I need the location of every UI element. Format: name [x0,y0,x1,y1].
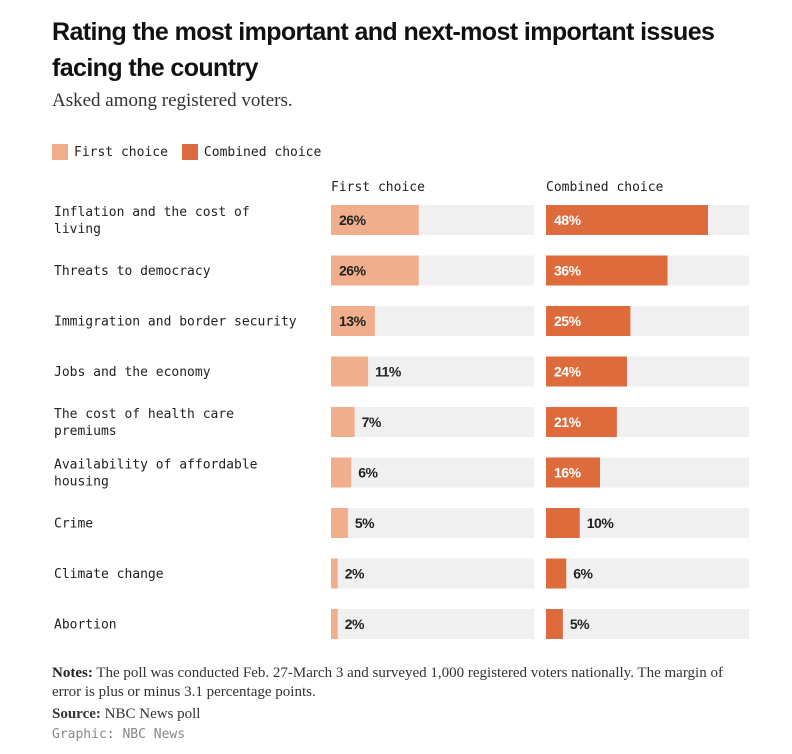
category-label: The cost of health care premiums [54,407,234,439]
bar-first [331,558,338,589]
legend-swatch-combined [181,144,198,160]
bar-track-combined [546,609,749,639]
data-label-combined: 36% [554,263,582,279]
bar-combined [546,457,600,488]
bar-first [331,457,352,488]
data-label-combined: 24% [554,364,582,380]
bar-track-combined [546,558,749,589]
data-label-first: 2% [345,566,365,582]
bar-first [331,407,355,437]
source-label: Source: [52,706,101,722]
category-label: Inflation and the cost of living [54,205,250,237]
data-label-first: 6% [358,465,378,481]
bar-combined [546,407,617,437]
category-label: Crime [54,517,93,532]
bar-track-combined [546,508,749,538]
legend-item-combined: Combined choice [181,144,322,160]
bar-combined [546,255,668,286]
bar-combined [546,205,708,235]
bar-combined [546,356,627,387]
category-label: Climate change [54,567,164,582]
data-label-combined: 48% [554,212,582,228]
bar-combined [546,306,631,336]
data-label-combined: 10% [587,515,615,531]
notes-text: The poll was conducted Feb. 27-March 3 a… [52,665,723,700]
category-label: Immigration and border security [54,315,297,330]
legend-item-first: First choice [52,144,168,160]
data-label-first: 11% [375,364,402,380]
source: Source: NBC News poll [52,706,200,723]
bar-first [331,205,419,235]
data-label-combined: 6% [573,566,593,582]
bar-first [331,508,348,538]
legend-swatch-first [52,144,68,160]
bar-combined [546,558,567,589]
data-label-first: 26% [339,263,367,279]
bar-first [331,609,338,639]
bar-combined [546,508,580,538]
data-label-combined: 21% [554,414,582,430]
bar-first [331,306,375,336]
legend: First choice Combined choice [52,144,335,160]
chart-subtitle: Asked among registered voters. [52,90,293,111]
column-header-first: First choice [331,180,425,195]
category-label: Jobs and the economy [54,365,211,380]
source-text: NBC News poll [104,706,201,722]
data-label-first: 5% [355,515,375,531]
chart-title: Rating the most important and next-most … [52,18,715,82]
column-header-combined: Combined choice [546,180,664,195]
bar-track-first [331,609,534,639]
category-label: Abortion [54,618,117,633]
data-label-combined: 16% [554,465,582,481]
bar-first [331,255,419,286]
bar-track-first [331,457,534,488]
bar-chart: Inflation and the cost of living 26% 48% Thr… [54,205,749,639]
bar-track-first [331,407,534,437]
bar-combined [546,609,563,639]
bar-first [331,356,369,387]
data-label-combined: 5% [570,616,590,632]
data-label-first: 26% [339,212,367,228]
bar-track-first [331,508,534,538]
category-label: Threats to democracy [54,264,211,279]
bar-track-first [331,558,534,589]
data-label-first: 7% [362,414,382,430]
legend-label-combined: Combined choice [203,144,322,160]
category-label: Availability of affordable housing [54,458,258,490]
notes-label: Notes: [52,665,93,681]
data-label-combined: 25% [554,313,582,329]
legend-label-first: First choice [74,144,168,160]
graphic-credit: Graphic: NBC News [52,727,186,742]
notes: Notes: The poll was conducted Feb. 27-Ma… [52,664,752,702]
data-label-first: 13% [339,313,367,329]
data-label-first: 2% [345,616,365,632]
